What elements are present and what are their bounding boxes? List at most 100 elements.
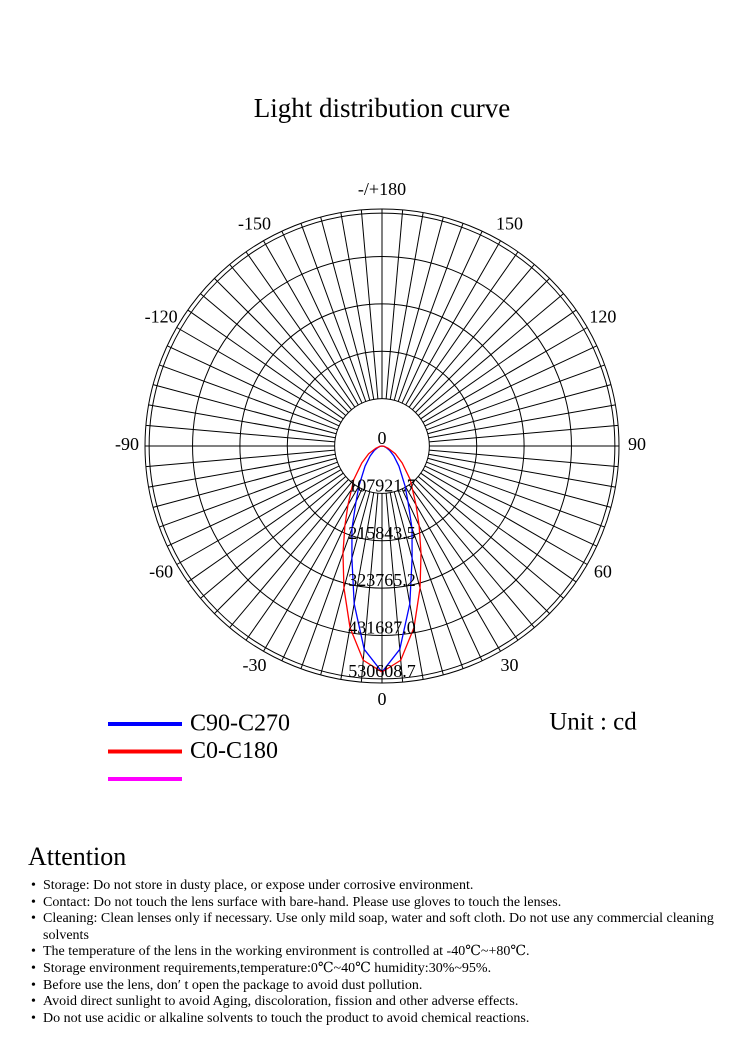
spoke [429,424,619,443]
spoke [412,264,535,411]
spoke [427,384,612,435]
spoke [320,216,371,401]
spoke [300,490,367,669]
spoke [412,481,535,628]
spoke [340,492,375,680]
theta-tick-label: -90 [115,434,139,454]
spoke [397,223,464,402]
spoke [426,364,605,431]
spoke [229,481,352,628]
spoke [229,264,352,411]
legend-label: C90-C270 [190,711,290,737]
spoke [417,293,564,416]
theta-tick-label: 0 [378,689,387,709]
chart: Light distribution curve Unit : cd 0 30 60… [108,93,646,781]
r-tick-label: 431687.0 [348,618,416,638]
spoke [408,251,519,408]
spoke [420,309,577,420]
series-curve [342,445,422,673]
spoke [300,223,367,402]
r-tick-label: 530608.7 [348,661,416,681]
spoke [397,490,464,669]
spoke [389,212,424,400]
spoke [145,449,335,468]
r-tick-label: 323765.2 [348,570,416,590]
spoke [389,492,424,680]
theta-tick-label: -150 [238,213,271,233]
spoke [420,472,577,583]
spoke [393,491,444,676]
theta-tick-label: 30 [501,655,519,675]
attention: Attention Storage: Do not store in dusty… [28,842,728,1027]
spoke [385,209,404,399]
spoke [426,461,605,528]
spoke [405,486,501,652]
spoke [159,461,338,528]
theta-tick-label: -30 [243,655,267,675]
attention-item: Storage: Do not store in dusty place, or… [31,878,728,895]
spoke [214,278,349,413]
spoke [340,212,375,400]
spoke [263,486,359,652]
attention-item: Cleaning: Clean lenses only if necessary… [31,911,728,944]
spoke [427,457,612,508]
spoke [401,488,483,662]
spoke [200,293,347,416]
spoke [320,491,371,676]
theta-tick-label: 90 [628,434,646,454]
unit-label: Unit : cd [549,709,637,736]
attention-item: Do not use acidic or alkaline solvents t… [31,1011,728,1028]
attention-item: Before use the lens, don′ t open the pac… [31,978,728,995]
spoke [424,465,598,547]
spoke [415,479,550,614]
spoke [360,493,379,683]
spoke [428,404,616,439]
spoke [166,465,340,547]
spoke [385,493,404,683]
spoke [145,424,335,443]
spoke [245,484,356,641]
spoke [159,364,338,431]
spoke [200,476,347,599]
spoke [360,209,379,399]
spoke [152,384,337,435]
spoke [405,240,501,406]
spoke [148,453,336,488]
spoke [429,449,619,468]
spoke [417,476,564,599]
spoke [176,469,342,565]
theta-tick-label: 120 [589,307,616,327]
theta-tick-label: -60 [149,562,173,582]
spoke [408,484,519,641]
attention-item: The temperature of the lens in the worki… [31,944,728,961]
theta-tick-label: 60 [594,562,612,582]
attention-title: Attention [28,842,127,871]
spoke [281,488,363,662]
spoke [263,240,359,406]
spoke [424,345,598,427]
attention-item: Storage environment requirements,tempera… [31,961,728,978]
spoke [148,404,336,439]
spoke [187,472,344,583]
spoke [393,216,444,401]
r-tick-label: 107921.7 [348,475,416,495]
spoke [176,327,342,423]
spoke [415,278,550,413]
spoke [166,345,340,427]
theta-tick-label: 150 [496,213,523,233]
spoke [152,457,337,508]
spoke [422,327,588,423]
r-tick-label: 215843.5 [348,523,416,543]
r-tick-label: 0 [378,428,387,448]
spoke [281,230,363,404]
theta-tick-label: -120 [145,307,178,327]
attention-item: Contact: Do not touch the lens surface w… [31,895,728,912]
spoke [245,251,356,408]
spoke [214,479,349,614]
theta-tick-label: -/+180 [358,179,406,199]
attention-item: Avoid direct sunlight to avoid Aging, di… [31,994,728,1011]
spoke [187,309,344,420]
legend-label: C0-C180 [190,738,278,764]
attention-list: Storage: Do not store in dusty place, or… [28,878,728,1027]
